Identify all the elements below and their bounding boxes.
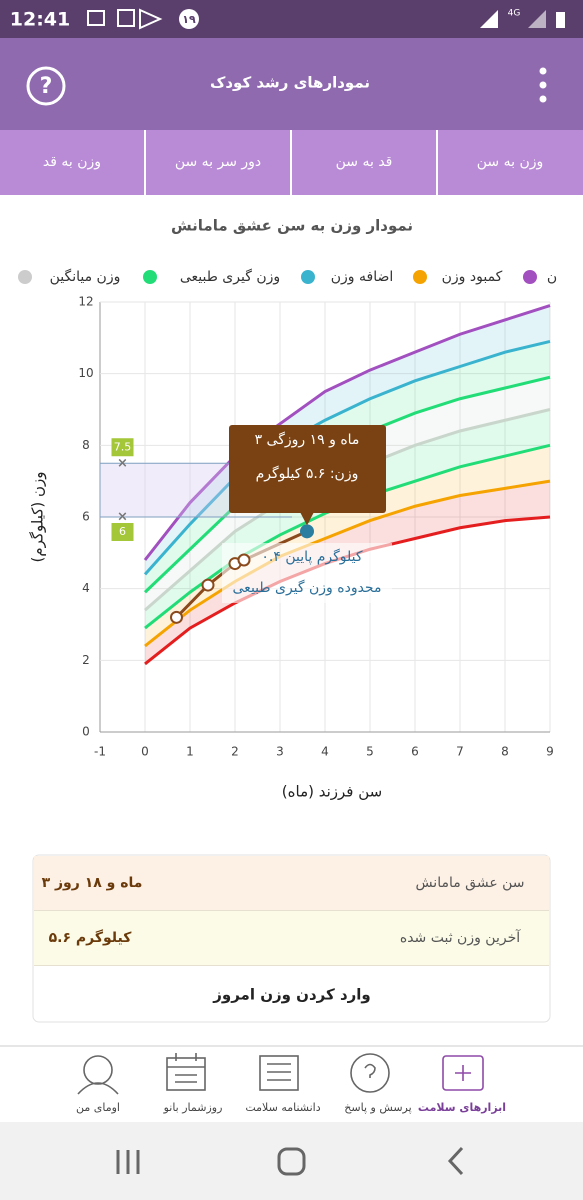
badge-text: ۱۹ bbox=[182, 13, 196, 26]
info-row bbox=[34, 856, 549, 910]
annotation-bg bbox=[222, 543, 392, 603]
range-box bbox=[100, 463, 230, 517]
y-tick-label: 2 bbox=[82, 653, 90, 667]
help-icon: ? bbox=[40, 74, 53, 99]
y-tick-label: 6 bbox=[82, 510, 90, 524]
y-tick-label: 10 bbox=[78, 366, 93, 380]
nav-item[interactable]: پرسش و پاسخ bbox=[344, 1101, 411, 1114]
nav-item[interactable]: اومای من bbox=[76, 1101, 120, 1114]
tooltip-text: ۳ ماه و ۱۹ روزگی bbox=[255, 431, 360, 448]
y-tick-label: 4 bbox=[82, 581, 90, 595]
x-tick-label: 6 bbox=[411, 745, 419, 759]
tooltip-text: وزن: ۵.۶ کیلوگرم bbox=[256, 465, 359, 482]
legend-marker bbox=[301, 270, 315, 284]
tab[interactable]: وزن به سن bbox=[477, 154, 544, 170]
x-tick-label: 2 bbox=[231, 745, 239, 759]
legend-marker bbox=[18, 270, 32, 284]
range-label-box bbox=[111, 438, 134, 457]
y-tick-label: 8 bbox=[82, 438, 90, 452]
band bbox=[145, 305, 550, 575]
x-tick-label: 4 bbox=[321, 745, 329, 759]
help-button[interactable] bbox=[26, 66, 66, 106]
legend-marker bbox=[523, 270, 537, 284]
nav-item[interactable]: ابزارهای سلامت bbox=[418, 1101, 506, 1114]
time: 12:41 bbox=[10, 9, 70, 31]
legend-label: ن bbox=[547, 269, 557, 285]
range-label: 7.5 bbox=[114, 440, 132, 453]
info-label: آخرین وزن ثبت شده bbox=[400, 929, 521, 946]
info-row bbox=[34, 911, 549, 965]
nav-icons bbox=[77, 1053, 484, 1095]
x-tick-label: 7 bbox=[456, 745, 464, 759]
annotation: ۰.۴ کیلوگرم پایین bbox=[261, 548, 362, 565]
annotation: محدوده وزن گیری طبیعی bbox=[233, 579, 382, 596]
legend-marker bbox=[143, 270, 157, 284]
curve bbox=[143, 304, 551, 561]
status-bar bbox=[0, 0, 583, 38]
x-tick-label: 9 bbox=[546, 745, 554, 759]
child-point bbox=[201, 578, 215, 592]
app-bar bbox=[0, 38, 583, 130]
tab[interactable]: وزن به قد bbox=[43, 154, 101, 170]
system-buttons[interactable] bbox=[116, 1146, 464, 1176]
icon bbox=[87, 10, 105, 26]
legend-label: اضافه وزن bbox=[331, 269, 394, 285]
tooltip bbox=[229, 425, 386, 513]
x-tick-label: -1 bbox=[94, 745, 106, 759]
band bbox=[145, 445, 550, 646]
x-tick-label: 3 bbox=[276, 745, 284, 759]
range-marker: × bbox=[117, 456, 128, 471]
chart-title: نمودار وزن به سن عشق مامانش bbox=[171, 217, 413, 235]
tab[interactable]: قد به سن bbox=[336, 154, 393, 170]
x-tick-label: 8 bbox=[501, 745, 509, 759]
band bbox=[145, 481, 550, 664]
app-title: نمودارهای رشد کودک bbox=[210, 74, 370, 92]
range-label: 6 bbox=[119, 525, 126, 538]
battery bbox=[556, 12, 565, 28]
x-tick-label: 5 bbox=[366, 745, 374, 759]
y-axis-label: وزن (کیلوگرم) bbox=[29, 471, 47, 562]
signal bbox=[528, 10, 546, 28]
child-point bbox=[170, 610, 183, 624]
range-label-box bbox=[111, 523, 134, 541]
tab-dividers bbox=[144, 130, 438, 195]
tab[interactable]: دور سر به سن bbox=[175, 154, 261, 170]
legend-marker bbox=[413, 270, 427, 284]
info-value: ۳ ماه و ۱۸ روز bbox=[42, 875, 143, 891]
badge bbox=[179, 9, 199, 29]
y-tick-label: 12 bbox=[78, 295, 93, 309]
chart: ن کمبود وزن اضافه وزن وزن گیری طبیعی وزن میا… bbox=[18, 268, 557, 759]
curve bbox=[144, 479, 551, 648]
x-tick-label: 0 bbox=[141, 745, 149, 759]
band bbox=[145, 377, 550, 611]
child-point bbox=[300, 524, 314, 539]
icon bbox=[117, 9, 135, 27]
icon bbox=[139, 8, 163, 30]
band bbox=[145, 409, 550, 629]
info-value: ۵.۶ کیلوگرم bbox=[49, 929, 133, 946]
nav-item[interactable]: روزشمار بانو bbox=[163, 1101, 223, 1114]
range-marker: × bbox=[117, 510, 128, 525]
signal bbox=[480, 10, 498, 28]
child-point bbox=[237, 553, 251, 567]
menu-button[interactable] bbox=[539, 67, 547, 103]
nav-item[interactable]: دانشنامه سلامت bbox=[245, 1101, 320, 1114]
curve bbox=[143, 339, 551, 576]
info-label: سن عشق مامانش bbox=[415, 875, 524, 891]
x-tick-label: 1 bbox=[186, 745, 194, 759]
enter-weight-button[interactable]: وارد کردن وزن امروز bbox=[212, 986, 371, 1004]
legend-label: وزن گیری طبیعی bbox=[180, 268, 280, 285]
tooltip-pointer bbox=[300, 512, 314, 526]
legend-label: وزن میانگین bbox=[50, 268, 121, 285]
band bbox=[145, 341, 550, 593]
network: 4G bbox=[508, 9, 521, 19]
y-tick-label: 0 bbox=[82, 725, 90, 739]
legend-label: کمبود وزن bbox=[442, 269, 503, 285]
system-nav bbox=[0, 1122, 583, 1200]
x-axis-label: سن فرزند (ماه) bbox=[282, 783, 382, 801]
